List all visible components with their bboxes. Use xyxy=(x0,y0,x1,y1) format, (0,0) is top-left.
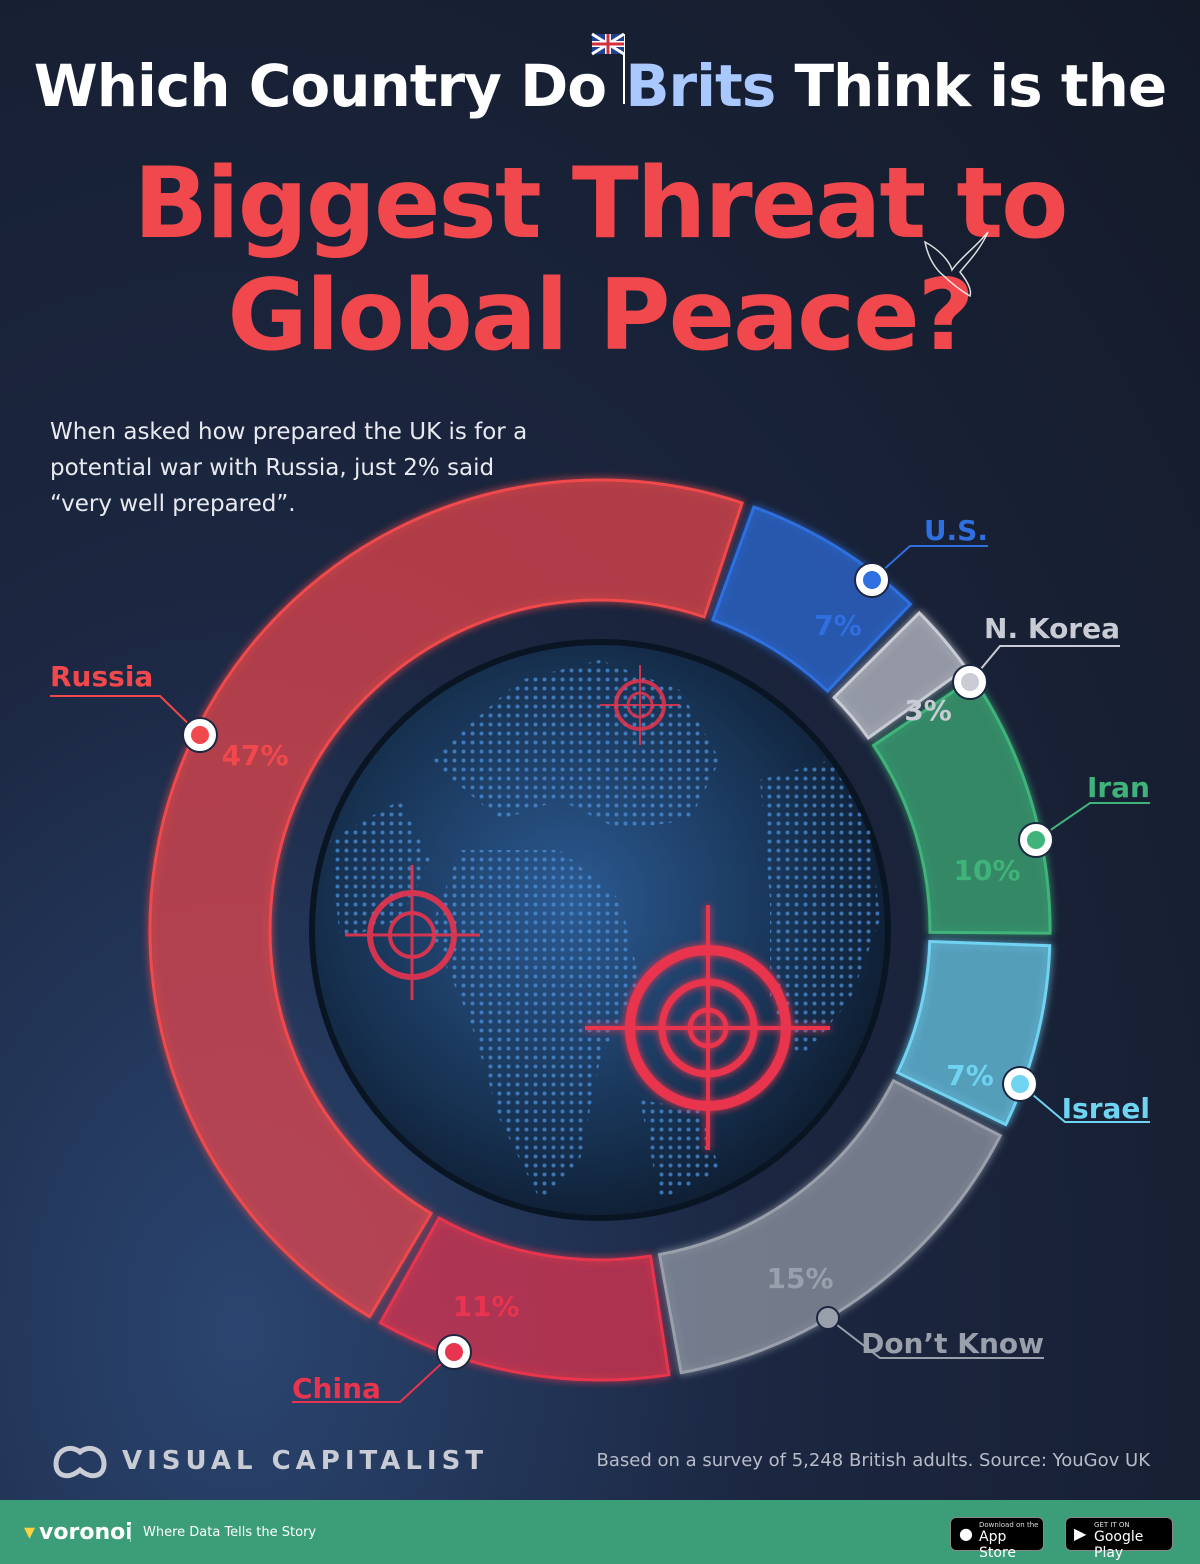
leader-line-n-korea xyxy=(969,645,1120,683)
title-line-3: Global Peace? xyxy=(227,259,974,373)
segment-u-s xyxy=(710,505,913,694)
category-label-china: China xyxy=(292,1372,381,1405)
title-line-2: Biggest Threat to xyxy=(133,147,1068,261)
target-icon xyxy=(345,865,480,1000)
percent-label-israel: 7% xyxy=(946,1059,994,1092)
intro-text: When asked how prepared the UK is for a … xyxy=(50,419,528,517)
leader-line-israel xyxy=(1019,1083,1150,1123)
tagline: Where Data Tells the Story xyxy=(130,1524,316,1542)
play-icon: ▶ xyxy=(1074,1524,1087,1543)
voronoi-name: voronoi xyxy=(39,1520,133,1545)
voronoi-mark-icon: ▾ xyxy=(24,1520,36,1545)
segment-don-t-know xyxy=(657,1078,1003,1375)
google-play-button[interactable]: ▶ GET IT ON Google Play xyxy=(1065,1517,1173,1561)
donut-chart: Russia 47% U.S. 7% N. Korea 3% Iran 10% Israel 7%… xyxy=(50,32,1150,1405)
uk-flag-icon xyxy=(591,32,625,104)
flag-center-iran xyxy=(1027,831,1045,849)
target-icon xyxy=(600,665,680,745)
leader-line-don-t-know xyxy=(827,1317,1044,1359)
brand-name: VISUAL CAPITALIST xyxy=(122,1446,489,1476)
flag-center-u-s xyxy=(863,571,881,589)
percent-label-iran: 10% xyxy=(953,854,1020,887)
visual-capitalist-logo-icon xyxy=(53,1446,107,1479)
segment-china xyxy=(378,1216,671,1382)
flag-center-israel xyxy=(1011,1075,1029,1093)
app-store-small-text: Download on the xyxy=(979,1521,1039,1529)
app-store-button[interactable]: ● Download on the App Store xyxy=(950,1517,1044,1561)
voronoi-logo[interactable]: ▾ voronoi xyxy=(24,1520,133,1545)
percent-label-n-korea: 3% xyxy=(904,694,952,727)
segment-n-korea xyxy=(832,610,968,740)
title-main: Biggest Threat to Global Peace? xyxy=(0,148,1200,372)
category-label-don-t-know: Don’t Know xyxy=(861,1327,1044,1360)
category-label-u-s: U.S. xyxy=(924,514,988,547)
flag-center-n-korea xyxy=(961,673,979,691)
globe-illustration xyxy=(309,639,891,1221)
target-icon xyxy=(585,905,830,1150)
leader-line-china xyxy=(292,1351,455,1403)
apple-icon: ● xyxy=(959,1524,973,1543)
percent-label-china: 11% xyxy=(452,1290,519,1323)
dove-icon xyxy=(923,231,989,298)
title-text-b: Think is the xyxy=(775,52,1167,120)
category-label-n-korea: N. Korea xyxy=(984,612,1120,645)
google-play-small-text: GET IT ON xyxy=(1094,1521,1130,1529)
title-highlight-brits: Brits xyxy=(625,52,776,120)
percent-label-russia: 47% xyxy=(221,739,288,772)
app-store-label: App Store xyxy=(979,1529,1017,1561)
segment-russia xyxy=(148,478,744,1319)
leader-line-russia xyxy=(50,695,201,736)
flag-center-china xyxy=(445,1343,463,1361)
title-line-1: Which Country Do Brits Think is the xyxy=(0,52,1200,120)
leader-line-u-s xyxy=(871,545,988,581)
leader-line-iran xyxy=(1035,802,1150,841)
category-label-iran: Iran xyxy=(1087,771,1150,804)
percent-label-u-s: 7% xyxy=(814,609,862,642)
category-label-russia: Russia xyxy=(50,660,153,693)
percent-label-don-t-know: 15% xyxy=(766,1262,833,1295)
google-play-label: Google Play xyxy=(1094,1529,1144,1561)
dont-know-dot xyxy=(816,1306,840,1330)
segment-iran xyxy=(871,676,1052,935)
source-note: Based on a survey of 5,248 British adult… xyxy=(596,1450,1151,1471)
title-text-a: Which Country Do xyxy=(33,52,626,120)
flag-center-russia xyxy=(191,726,209,744)
category-label-israel: Israel xyxy=(1062,1092,1150,1125)
